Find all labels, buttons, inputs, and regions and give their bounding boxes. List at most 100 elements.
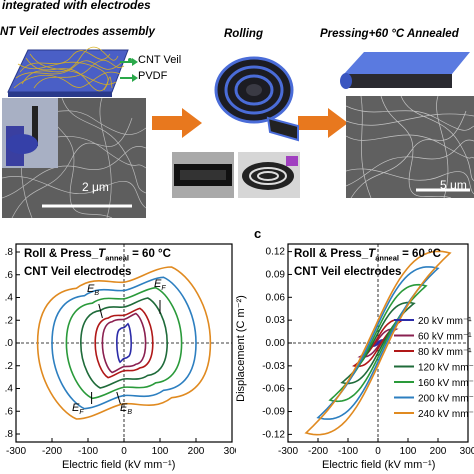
chart-c-title-sub: anneal — [375, 253, 399, 263]
figure-top-title: integrated with electrodes — [2, 0, 151, 12]
process-arrow-2 — [298, 108, 348, 138]
chart-c-legend-label: 240 kV mm⁻¹ — [418, 409, 474, 420]
chart-b-annot-eb-top-sub: B — [94, 290, 100, 298]
chart-b-annot-eb-top-main: E — [87, 283, 95, 295]
chart-b-x-tick-label: 100 — [152, 446, 169, 457]
chart-b-x-tick-label: -100 — [78, 446, 98, 457]
chart-b-x-tick-label: 0 — [121, 446, 127, 457]
chart-c-loop-200 — [316, 266, 440, 420]
chart-b-y-tick-label: .6 — [5, 406, 14, 417]
chart-b-y-tick-label: .4 — [5, 293, 14, 304]
process-arrow-1 — [152, 108, 202, 138]
step1-title: NT Veil electrodes assembly — [0, 26, 155, 38]
chart-c-loop-160 — [328, 283, 428, 403]
chart-b-subtitle: CNT Veil electrodes — [24, 266, 132, 278]
chart-c-ylabel: Displacement (C m⁻²) — [234, 295, 247, 402]
pressed-device-illustration — [340, 52, 470, 89]
chart-c-y-tick-label: 0.12 — [266, 247, 286, 258]
chart-b-loop-20 — [115, 322, 133, 364]
chart-b-title-sub: anneal — [105, 253, 129, 263]
pvdf-label: PVDF — [138, 70, 168, 82]
chart-b: -300 -200 -100 0 100 200 300 .8 .6 .4 .2 .0 .2 .4 .6 .8 — [5, 243, 236, 457]
chart-b-loop-160 — [65, 286, 183, 400]
chart-c-legend-label: 120 kV mm⁻¹ — [418, 363, 474, 374]
chart-b-annot-ef-bot-main: E — [72, 402, 80, 414]
chart-b-x-tick-label: -200 — [42, 446, 62, 457]
chart-b-loop-120 — [79, 297, 169, 389]
chart-c-title-var: T — [368, 248, 376, 260]
chart-c-legend-label: 160 kV mm⁻¹ — [418, 378, 474, 389]
step2-title: Rolling — [224, 28, 263, 40]
chart-b-title-prefix: Roll & Press_ — [24, 248, 99, 260]
rolling-illustration — [214, 56, 299, 142]
scalebar-right-label: 5 μm — [440, 178, 467, 192]
scalebar-left-label: 2 μm — [82, 180, 109, 194]
chart-b-annot-arrow-eb-bot — [116, 391, 121, 405]
chart-b-y-tick-label: .2 — [5, 315, 14, 326]
chart-b-x-tick-label: 200 — [188, 446, 205, 457]
chart-b-x-tick-label: -300 — [6, 446, 26, 457]
chart-c-y-tick-label: 0.06 — [266, 292, 286, 303]
chart-c-x-tick-label: 300 — [460, 446, 474, 457]
chart-b-y-tick-label: .8 — [5, 247, 14, 258]
chart-c: -300 -200 -100 0 100 200 300 0.12 0.09 0.06 0.03 0.… — [262, 243, 474, 457]
chart-c-y-tick-label: 0.03 — [266, 315, 286, 326]
chart-b-title-var: T — [98, 248, 106, 260]
chart-c-loop-240 — [304, 250, 452, 436]
cnt-veil-label: CNT Veil — [138, 54, 182, 66]
chart-b-annot-eb-bot-sub: B — [127, 409, 133, 417]
chart-c-y-tick-label: -0.03 — [262, 361, 285, 372]
chart-b-loop-80 — [94, 307, 154, 379]
chart-b-annot-ef-top-sub: F — [161, 285, 166, 293]
chart-c-legend-label: 200 kV mm⁻¹ — [418, 394, 474, 405]
chart-c-y-tick-label: 0.00 — [266, 338, 286, 349]
label-arrows — [120, 58, 138, 82]
chart-b-title-suffix: = 60 °C — [128, 248, 171, 260]
chart-b-annot-eb-top: EB — [87, 283, 99, 297]
rolled-cross-section-photo-2 — [238, 152, 300, 198]
chart-c-legend-label: 60 kV mm⁻¹ — [418, 332, 472, 343]
chart-b-y-tick-label: .4 — [5, 384, 14, 395]
chart-c-y-tick-label: -0.06 — [262, 384, 285, 395]
chart-c-y-tick-label: -0.12 — [262, 429, 285, 440]
sem-image-left — [2, 98, 146, 218]
chart-c-y-tick-label: -0.09 — [262, 407, 285, 418]
chart-b-loop-60 — [101, 312, 147, 374]
chart-b-title: Roll & Press_Tanneal = 60 °C — [24, 248, 171, 262]
chart-c-x-tick-label: 100 — [400, 446, 417, 457]
sem-image-right — [346, 96, 474, 198]
chart-b-annot-ef-bot-sub: F — [79, 409, 84, 417]
chart-c-title-prefix: Roll & Press_ — [294, 248, 369, 260]
chart-b-loop-200 — [51, 276, 197, 410]
chart-b-y-tick-label: .6 — [5, 270, 14, 281]
chart-b-y-tick-label: .0 — [5, 338, 14, 349]
chart-c-xlabel: Electric field (kV mm⁻¹) — [322, 459, 436, 471]
chart-b-y-tick-label: .8 — [5, 429, 14, 440]
chart-b-annot-ef-bot: EF — [72, 402, 84, 416]
chart-b-annot-eb-bot: EB — [120, 402, 132, 416]
chart-b-loop-240 — [36, 266, 212, 420]
chart-b-annot-ef-top: EF — [154, 278, 166, 292]
chart-c-title-suffix: = 60 °C — [398, 248, 441, 260]
step3-title: Pressing+60 °C Annealed — [320, 28, 459, 40]
chart-c-x-tick-label: -200 — [308, 446, 328, 457]
chart-c-x-tick-label: -100 — [338, 446, 358, 457]
chart-c-y-tick-label: 0.09 — [266, 269, 286, 280]
chart-b-annot-ef-top-main: E — [154, 278, 162, 290]
chart-c-panel-letter: c — [254, 226, 262, 241]
chart-c-x-tick-label: -300 — [278, 446, 298, 457]
electrode-assembly-illustration — [7, 46, 132, 97]
chart-c-subtitle: CNT Veil electrodes — [294, 266, 402, 278]
chart-c-x-tick-label: 0 — [375, 446, 381, 457]
chart-b-annot-eb-bot-main: E — [120, 402, 128, 414]
chart-b-annot-arrow-eb-top — [98, 303, 103, 319]
chart-b-y-tick-label: .2 — [5, 361, 14, 372]
chart-b-xlabel: Electric field (kV mm⁻¹) — [62, 459, 176, 471]
chart-c-x-tick-label: 200 — [430, 446, 447, 457]
chart-c-legend-label: 80 kV mm⁻¹ — [418, 347, 472, 358]
chart-c-title: Roll & Press_Tanneal = 60 °C — [294, 248, 441, 262]
chart-c-loop-120 — [340, 301, 416, 385]
chart-b-x-tick-label: 300 — [224, 446, 236, 457]
rolled-cross-section-photo-1 — [172, 152, 234, 198]
chart-c-legend-label: 20 kV mm⁻¹ — [418, 316, 472, 327]
